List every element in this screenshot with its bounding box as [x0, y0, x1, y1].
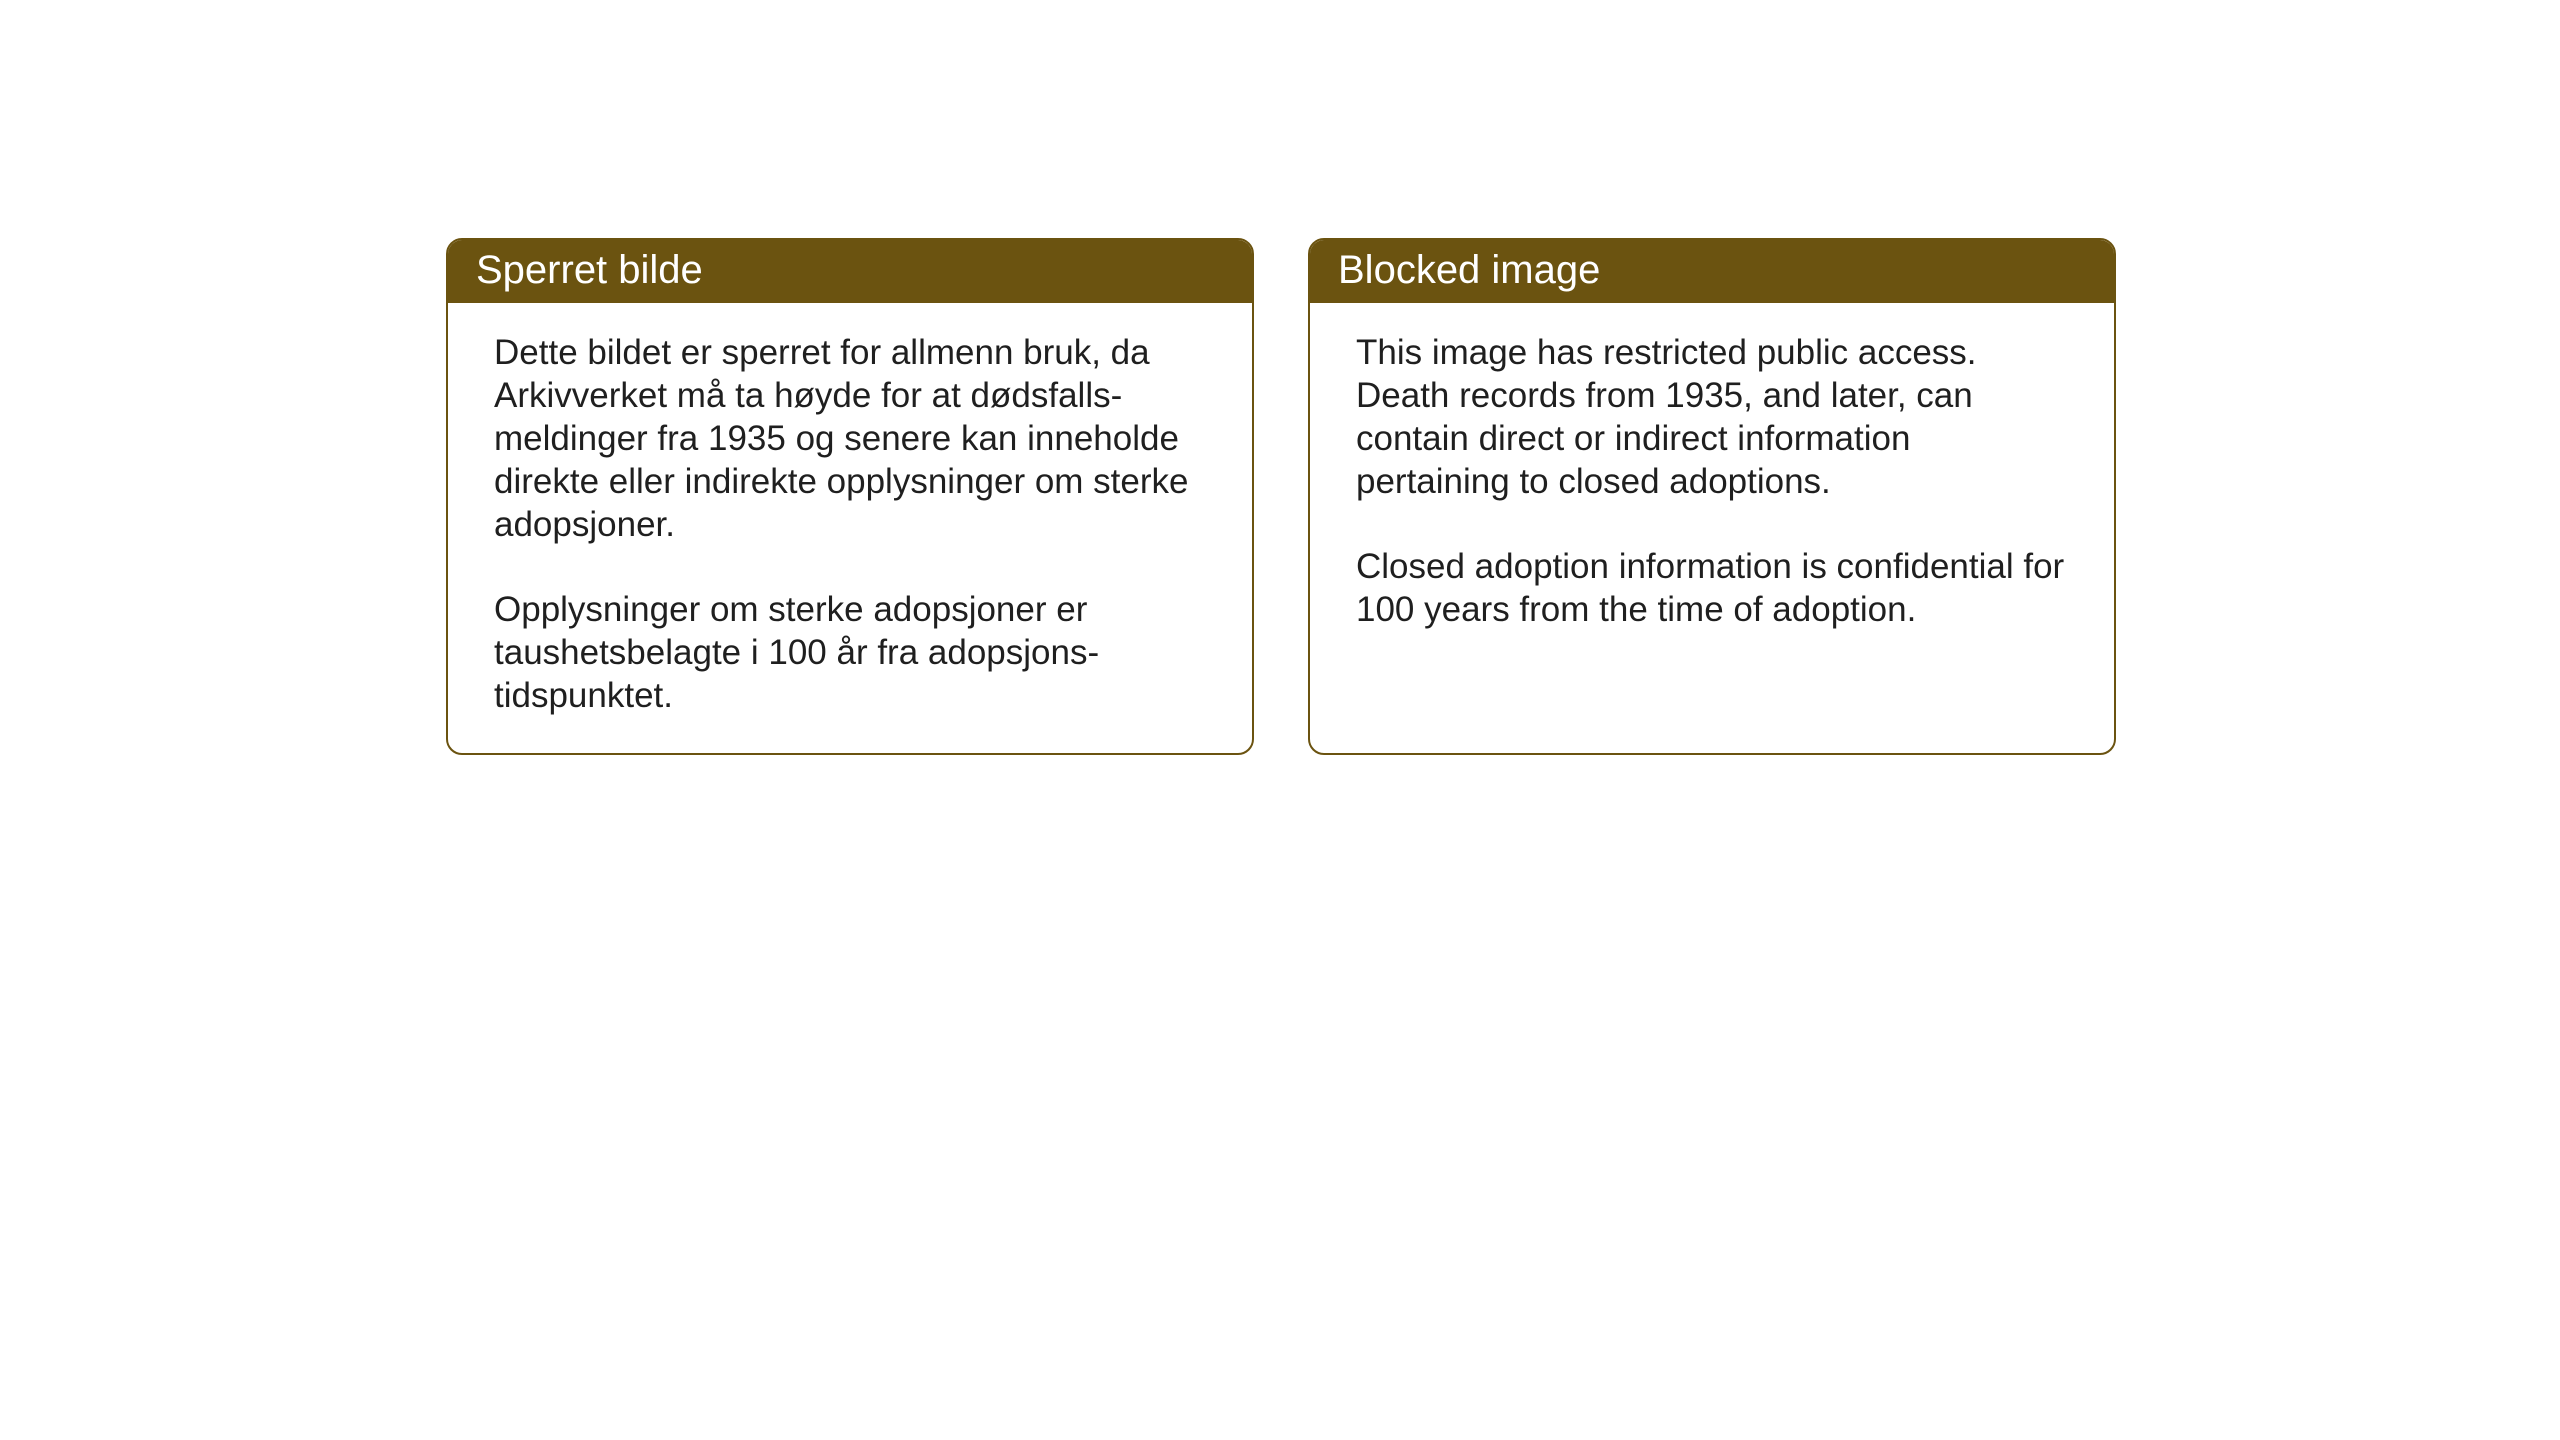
notice-container: Sperret bilde Dette bildet er sperret fo…: [446, 238, 2116, 755]
card-body-norwegian: Dette bildet er sperret for allmenn bruk…: [448, 303, 1252, 753]
notice-card-english: Blocked image This image has restricted …: [1308, 238, 2116, 755]
card-paragraph1-norwegian: Dette bildet er sperret for allmenn bruk…: [494, 331, 1206, 546]
card-paragraph2-english: Closed adoption information is confident…: [1356, 545, 2068, 631]
card-paragraph1-english: This image has restricted public access.…: [1356, 331, 2068, 503]
card-header-english: Blocked image: [1310, 240, 2114, 303]
card-body-english: This image has restricted public access.…: [1310, 303, 2114, 753]
card-header-norwegian: Sperret bilde: [448, 240, 1252, 303]
card-title-english: Blocked image: [1338, 248, 1600, 292]
card-paragraph2-norwegian: Opplysninger om sterke adopsjoner er tau…: [494, 588, 1206, 717]
card-title-norwegian: Sperret bilde: [476, 248, 703, 292]
notice-card-norwegian: Sperret bilde Dette bildet er sperret fo…: [446, 238, 1254, 755]
